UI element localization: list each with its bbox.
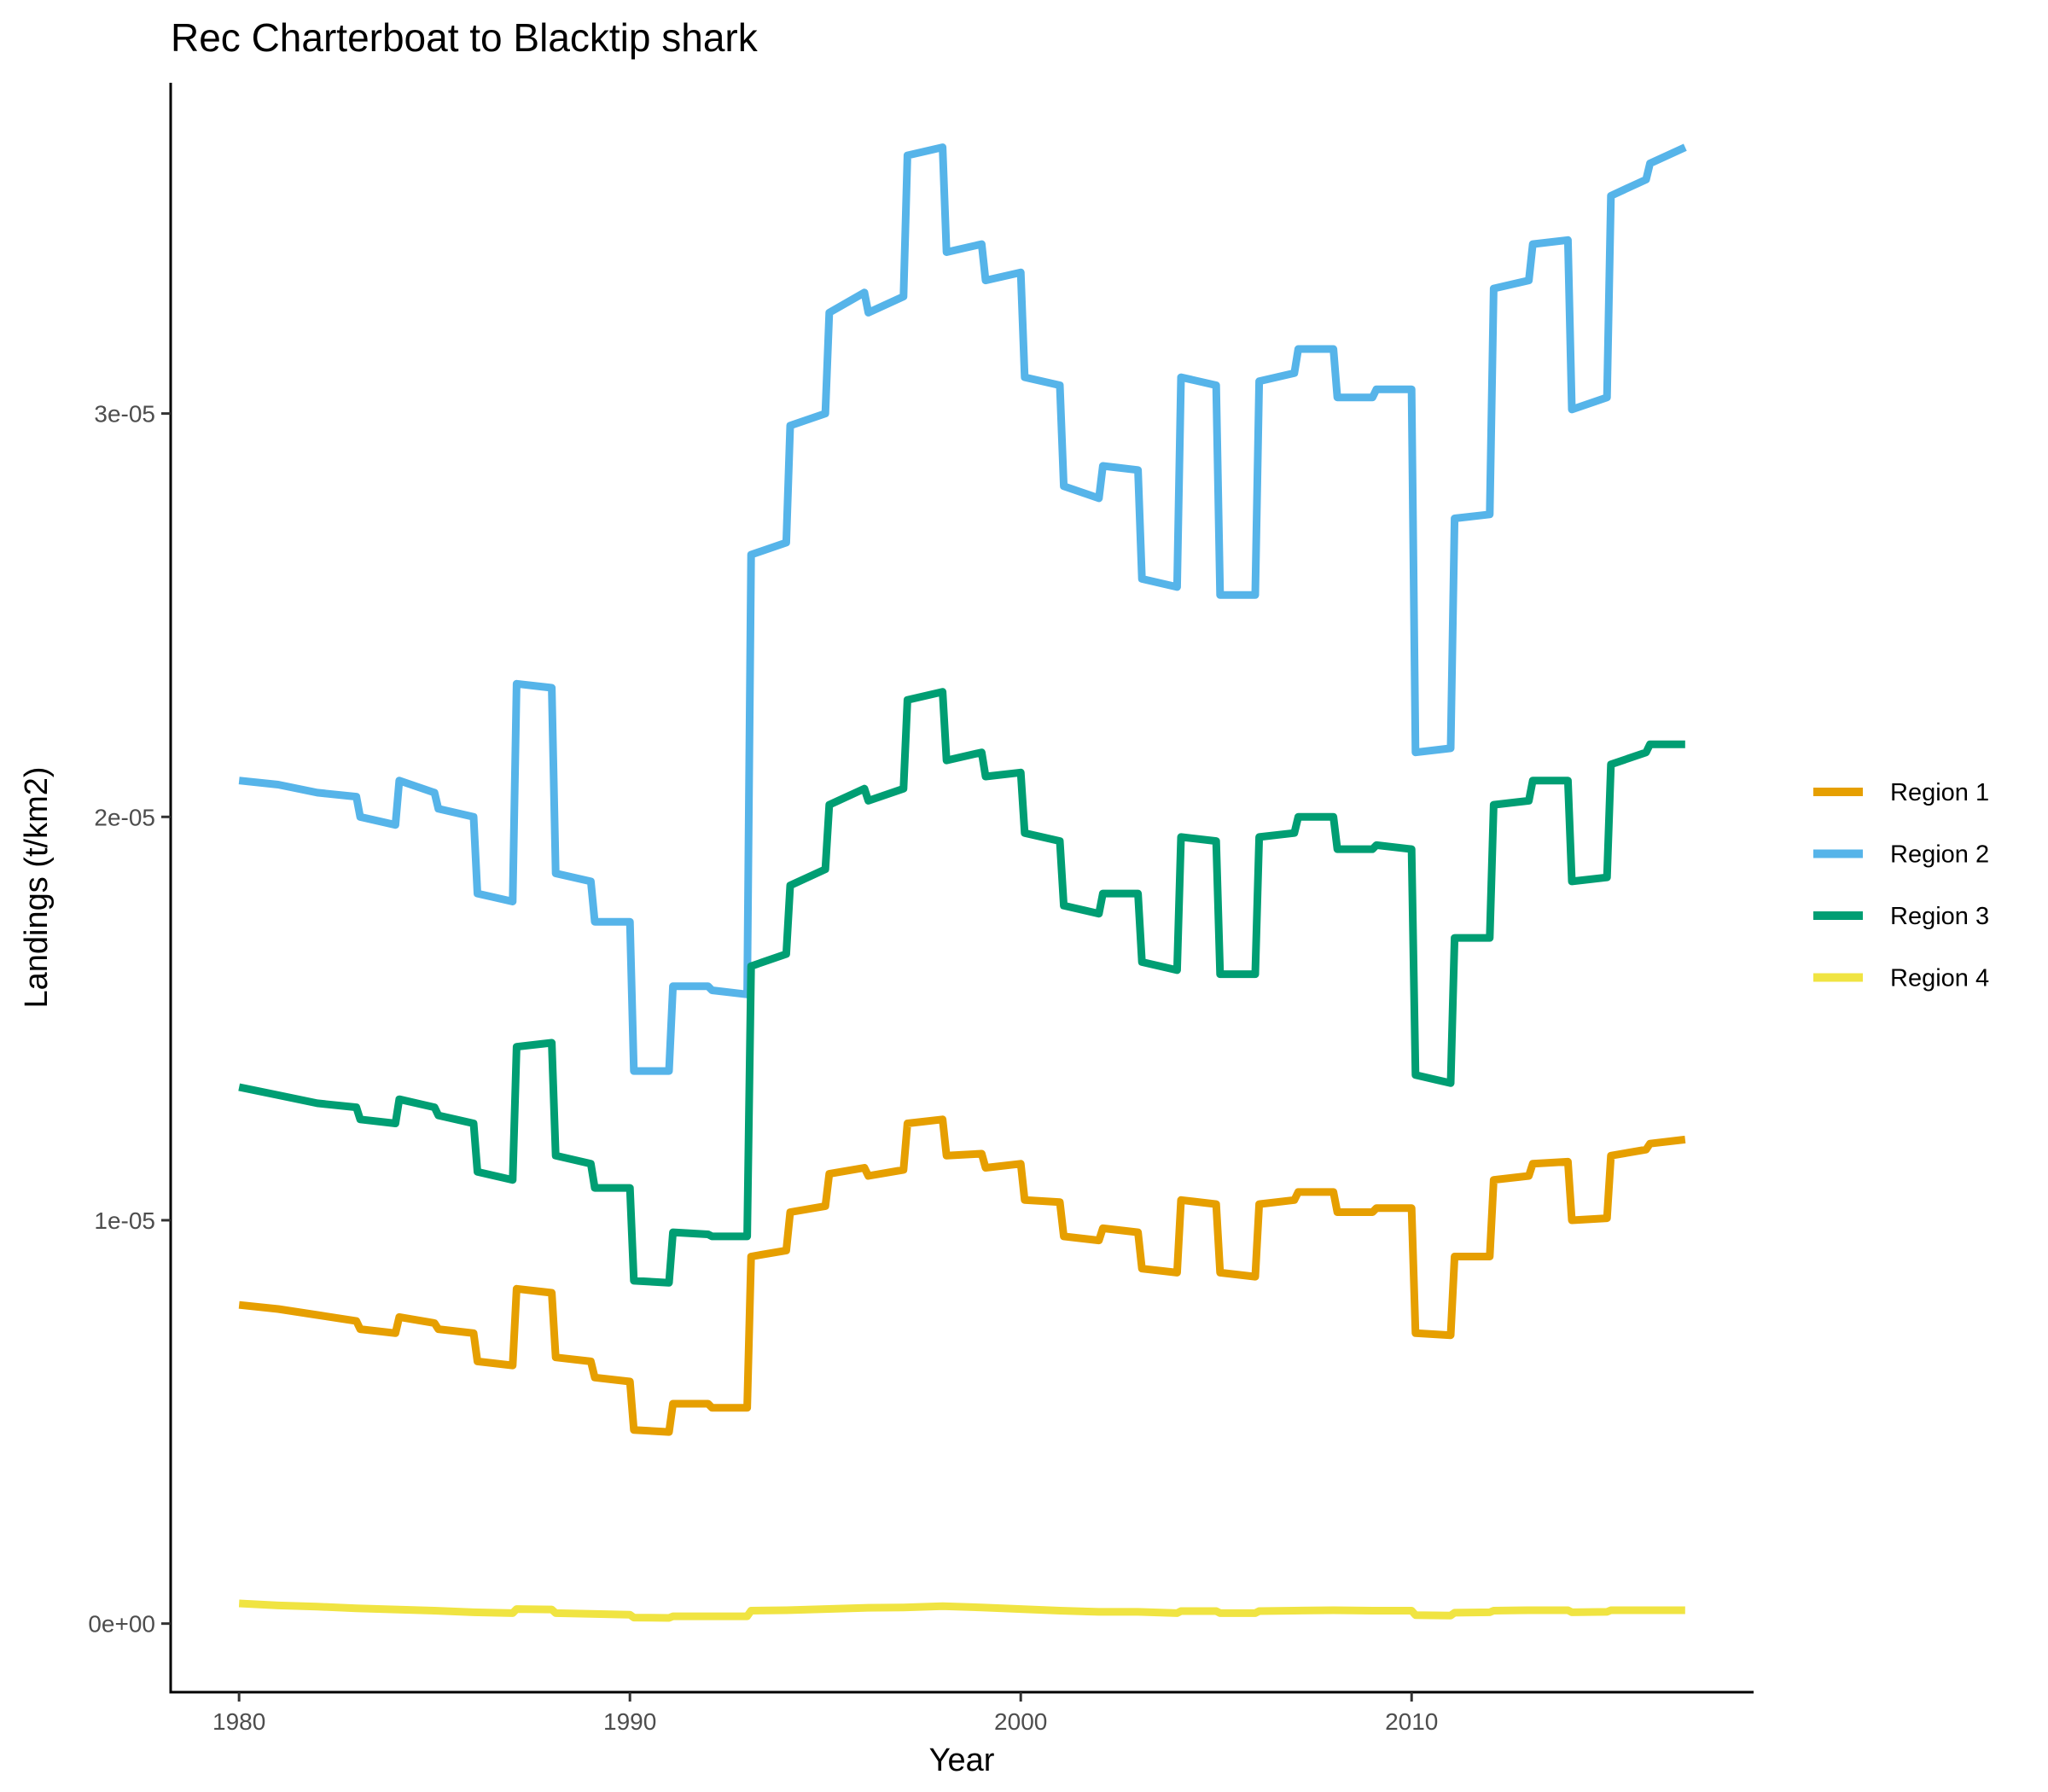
series-line-region-3 [238,688,1685,1287]
legend: Region 1 Region 2 Region 3 Region 4 [1813,779,1989,992]
x-tick-label: 1980 [212,1708,265,1735]
plot-area [238,143,1687,1622]
series-line-region-2 [238,143,1687,1075]
y-tick-label: 1e-05 [94,1207,155,1234]
x-axis-title: Year [929,1743,995,1778]
x-tick-label: 2000 [994,1708,1047,1735]
legend-label-region-4: Region 4 [1890,965,1989,992]
y-tick-label: 3e-05 [94,401,155,428]
y-tick-label: 0e+00 [88,1611,155,1638]
axes: 1980 1990 2000 2010 0e+00 1e-05 2e-05 3e-05 [88,83,1754,1735]
legend-label-region-2: Region 2 [1890,841,1989,869]
x-tick-label: 2010 [1385,1708,1438,1735]
y-axis-title: Landings (t/km2) [19,766,55,1008]
series-line-region-1 [238,1115,1686,1436]
legend-label-region-3: Region 3 [1890,903,1989,930]
series-line-region-4 [238,1599,1685,1622]
x-tick-label: 1990 [603,1708,656,1735]
chart-title: Rec Charterboat to Blacktip shark [171,15,759,60]
legend-label-region-1: Region 1 [1890,779,1989,806]
y-tick-label: 2e-05 [94,804,155,830]
